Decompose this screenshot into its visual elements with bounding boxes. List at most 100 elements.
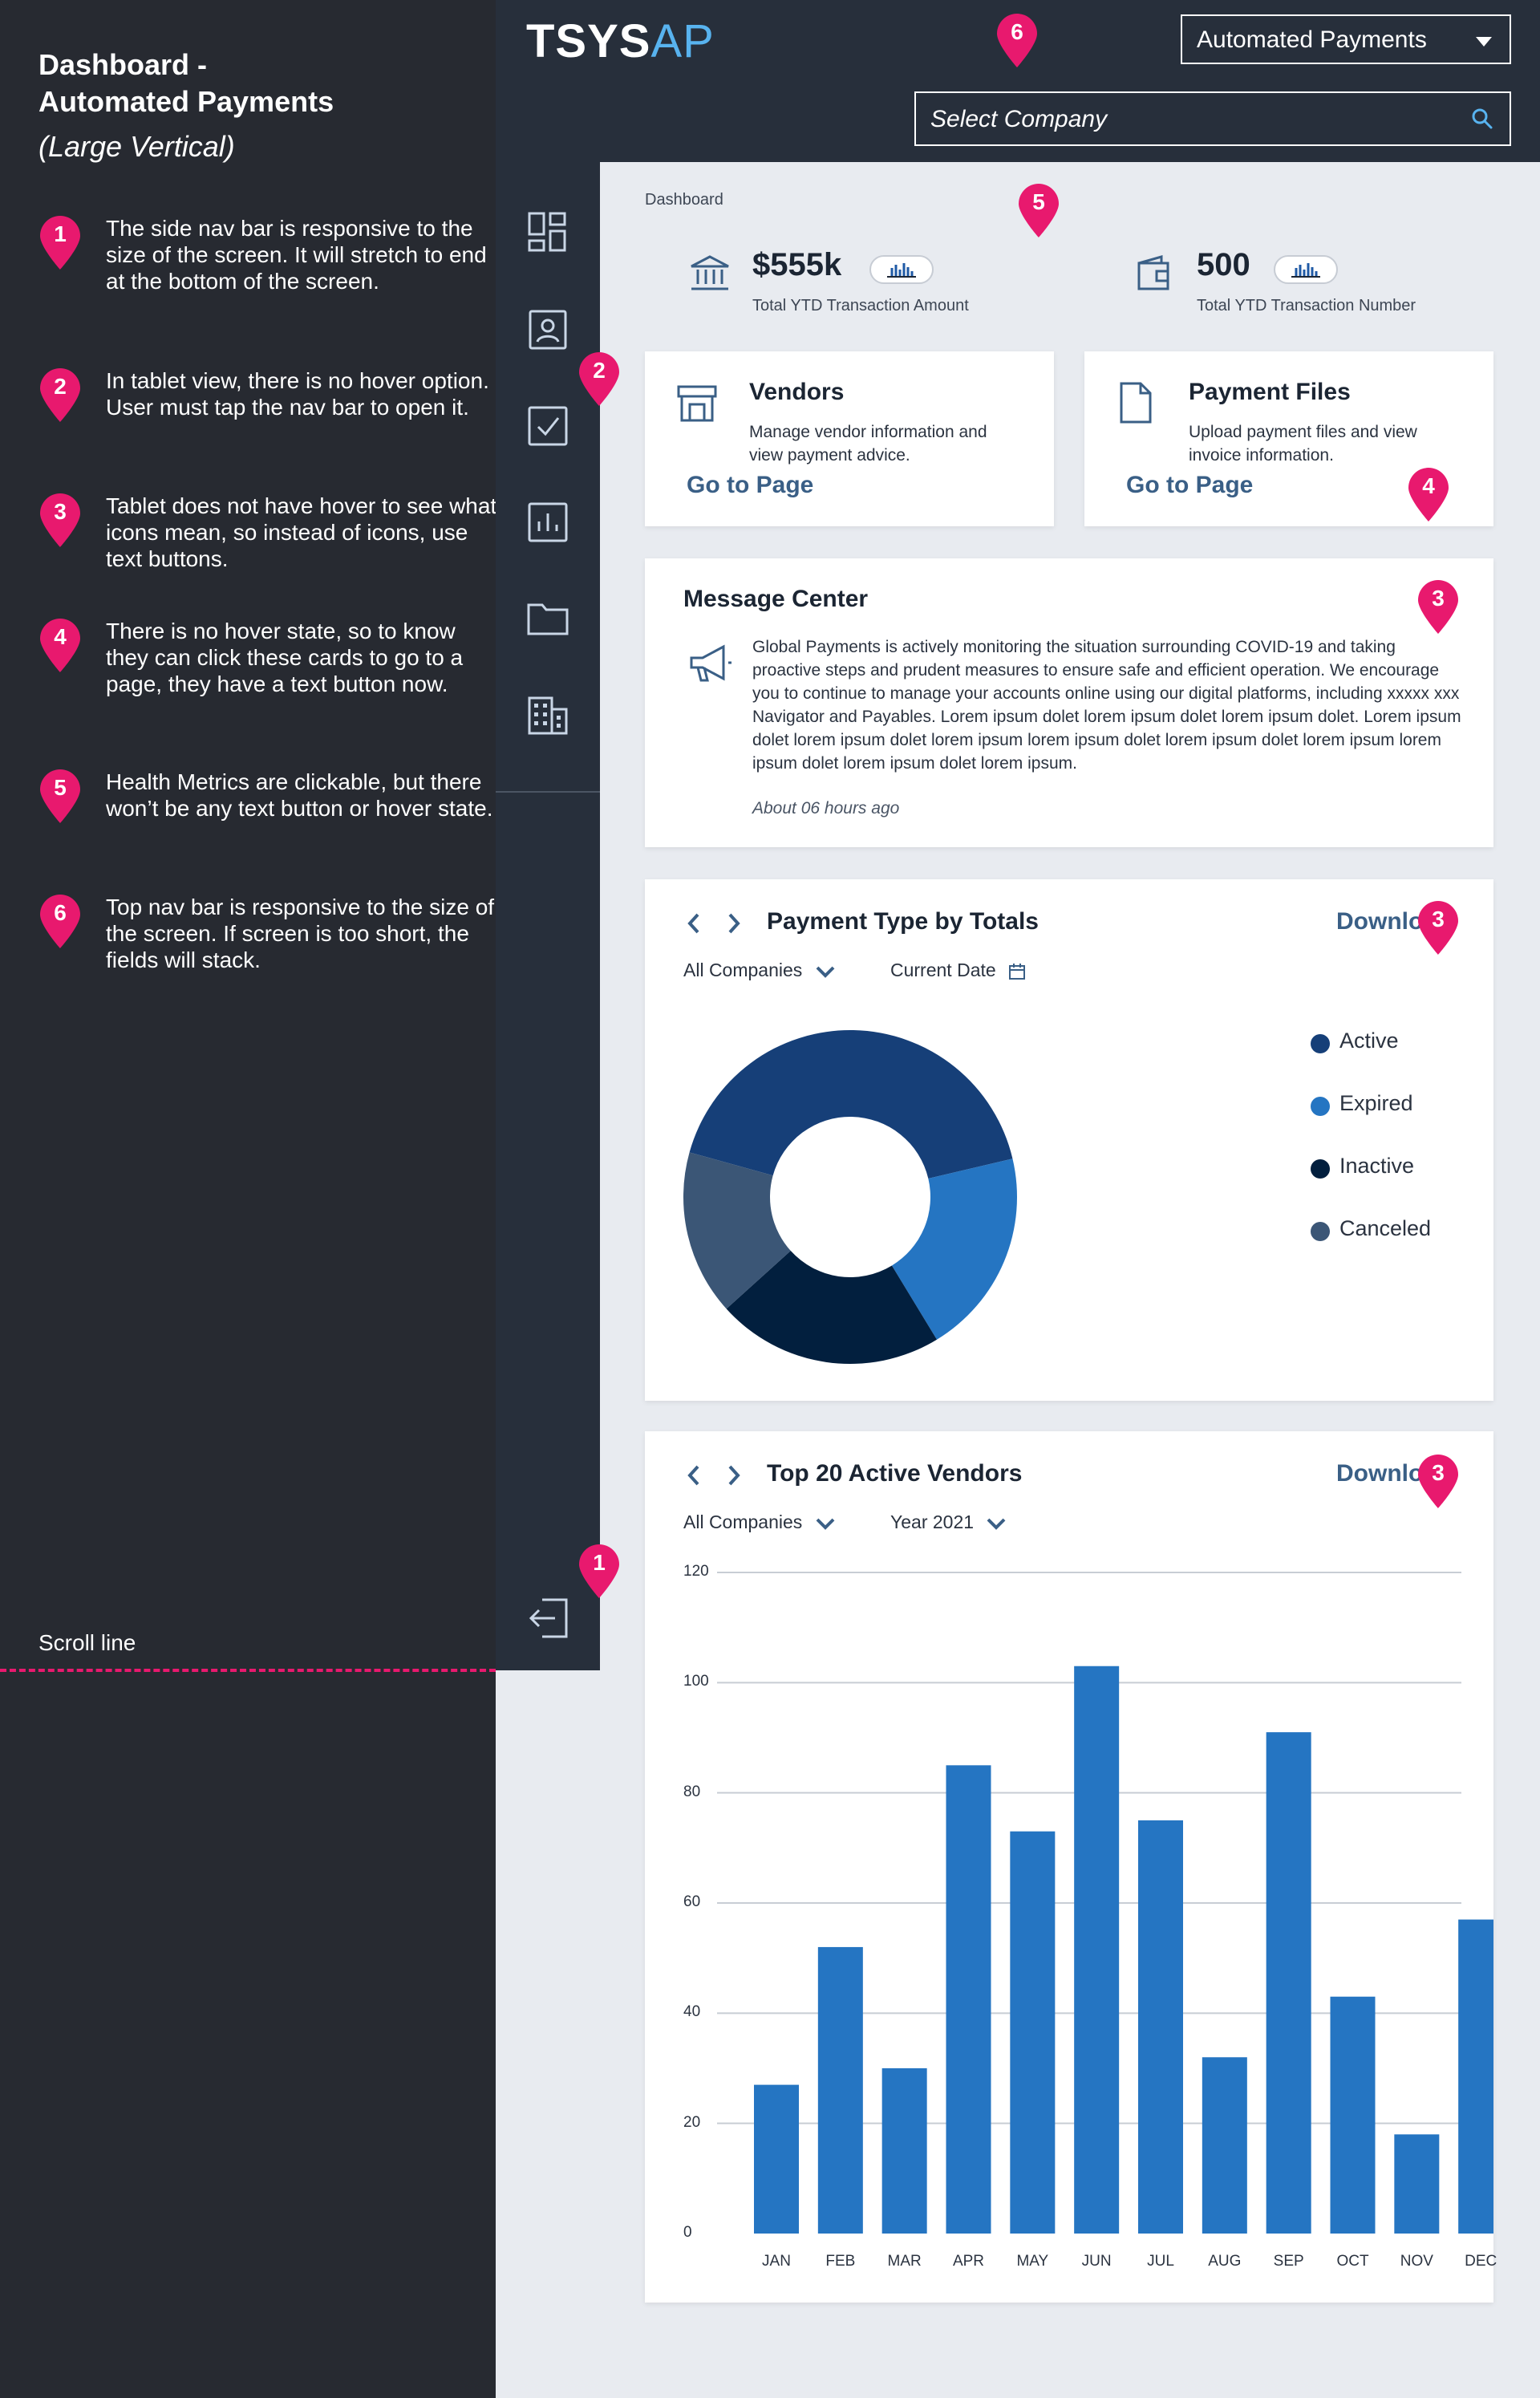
x-tick-label: DEC bbox=[1465, 2253, 1497, 2270]
donut-slice-active[interactable] bbox=[689, 1030, 1013, 1179]
pin-marker-icon: 3 bbox=[1416, 579, 1460, 635]
donut-slice-inactive[interactable] bbox=[726, 1251, 938, 1364]
payment-type-donut-chart bbox=[683, 1030, 1017, 1364]
pin-marker-icon: 3 bbox=[1416, 1454, 1460, 1510]
message-timestamp: About 06 hours ago bbox=[752, 799, 900, 818]
payment-type-download-button[interactable]: Downlo bbox=[1336, 908, 1424, 935]
y-tick-label: 120 bbox=[683, 1563, 709, 1580]
bar-jul[interactable] bbox=[1138, 1820, 1183, 2234]
x-tick-label: APR bbox=[952, 2253, 985, 2270]
chevron-right-icon[interactable] bbox=[725, 1463, 743, 1487]
note-text: Tablet does not have hover to see what i… bbox=[106, 493, 497, 571]
note-text: There is no hover state, so to know they… bbox=[106, 619, 464, 696]
legend-swatch bbox=[1311, 1222, 1330, 1241]
note-text: Health Metrics are clickable, but there … bbox=[106, 769, 493, 821]
payment-files-go-to-page-button[interactable]: Go to Page bbox=[1126, 472, 1254, 498]
logo[interactable]: TSYSAP bbox=[526, 15, 715, 67]
legend-label: Expired bbox=[1339, 1091, 1413, 1115]
chevron-left-icon[interactable] bbox=[685, 1463, 703, 1487]
bar-nov[interactable] bbox=[1394, 2134, 1440, 2234]
y-tick-label: 80 bbox=[683, 1783, 701, 1800]
bar-apr[interactable] bbox=[946, 1765, 991, 2234]
logout-icon[interactable] bbox=[526, 1597, 569, 1640]
side-nav-bar bbox=[496, 162, 600, 1670]
top-vendors-download-button[interactable]: Downlo bbox=[1336, 1460, 1424, 1487]
note-text: In tablet view, there is no hover option… bbox=[106, 368, 489, 420]
y-tick-label: 100 bbox=[683, 1673, 709, 1690]
y-tick-label: 0 bbox=[683, 2224, 692, 2241]
top-vendors-title: Top 20 Active Vendors bbox=[767, 1460, 1023, 1487]
bar-jan[interactable] bbox=[754, 2084, 799, 2234]
company-filter[interactable]: All Companies bbox=[683, 960, 837, 981]
chevron-left-icon[interactable] bbox=[685, 911, 703, 935]
company-filter[interactable]: All Companies bbox=[683, 1511, 837, 1533]
y-tick-label: 40 bbox=[683, 2003, 701, 2021]
top-vendors-bar-chart: 0 20 40 60 80 100 120 JAN FEB MAR APR MAY JUN JUL AUG S… bbox=[645, 1431, 1497, 2303]
x-tick-label: SEP bbox=[1273, 2253, 1304, 2270]
bar-aug[interactable] bbox=[1202, 2057, 1247, 2234]
checkbox-icon[interactable] bbox=[526, 404, 569, 448]
breadcrumb[interactable]: Dashboard bbox=[645, 191, 723, 209]
calendar-icon bbox=[1009, 963, 1026, 980]
bar-feb[interactable] bbox=[817, 1946, 863, 2234]
dashboard-icon[interactable] bbox=[526, 210, 569, 254]
bank-icon bbox=[691, 255, 729, 290]
building-icon[interactable] bbox=[526, 693, 569, 736]
search-icon[interactable] bbox=[1471, 108, 1493, 130]
donut-slice-expired[interactable] bbox=[891, 1158, 1017, 1340]
bar-dec[interactable] bbox=[1458, 1919, 1493, 2234]
x-tick-label: FEB bbox=[825, 2253, 856, 2270]
bar-jun[interactable] bbox=[1074, 1666, 1120, 2234]
card-title: Vendors bbox=[749, 379, 845, 405]
bar-mar[interactable] bbox=[881, 2068, 927, 2234]
app-dropdown[interactable]: Automated Payments bbox=[1181, 14, 1511, 64]
x-tick-label: MAR bbox=[887, 2253, 922, 2270]
pin-marker-icon: 4 bbox=[38, 618, 82, 674]
file-icon bbox=[1120, 382, 1152, 424]
message-body: Global Payments is actively monitoring t… bbox=[752, 638, 1461, 773]
legend-swatch bbox=[1311, 1097, 1330, 1116]
bar-sep[interactable] bbox=[1266, 1732, 1311, 2234]
chevron-down-icon bbox=[816, 1518, 835, 1530]
pin-marker-icon: 6 bbox=[38, 894, 82, 950]
payment-type-legend: Active Expired Inactive Canceled bbox=[1311, 1029, 1471, 1269]
message-center-card: Message Center Global Payments is active… bbox=[645, 558, 1493, 847]
contacts-icon[interactable] bbox=[526, 308, 569, 351]
metric-label: Total YTD Transaction Number bbox=[1197, 297, 1416, 314]
vendors-card[interactable]: Vendors Manage vendor information and vi… bbox=[645, 351, 1054, 526]
pin-marker-icon: 3 bbox=[38, 493, 82, 549]
pin-marker-icon: 2 bbox=[578, 351, 621, 408]
chevron-right-icon[interactable] bbox=[725, 911, 743, 935]
main-content: Dashboard $555k Total YTD Transaction Am… bbox=[579, 162, 1540, 2398]
reports-icon[interactable] bbox=[526, 501, 569, 544]
scroll-line-label: Scroll line bbox=[38, 1630, 136, 1655]
pin-marker-icon: 2 bbox=[38, 367, 82, 424]
bar-may[interactable] bbox=[1010, 1831, 1056, 2234]
bar-oct[interactable] bbox=[1330, 1996, 1376, 2234]
payment-type-title: Payment Type by Totals bbox=[767, 908, 1039, 935]
metric-value: $555k bbox=[752, 247, 842, 282]
date-filter[interactable]: Current Date bbox=[890, 960, 1027, 981]
card-description: Manage vendor information and view payme… bbox=[749, 423, 987, 465]
folder-icon[interactable] bbox=[526, 597, 569, 640]
caret-down-icon bbox=[1476, 37, 1492, 47]
vendors-go-to-page-button[interactable]: Go to Page bbox=[687, 472, 814, 498]
x-tick-label: OCT bbox=[1336, 2253, 1369, 2270]
chart-badge-icon bbox=[1274, 255, 1338, 284]
card-description: Upload payment files and view invoice in… bbox=[1189, 423, 1417, 465]
year-filter[interactable]: Year 2021 bbox=[890, 1511, 1007, 1533]
bar-chart-plot bbox=[717, 1572, 1493, 2234]
pin-marker-icon: 1 bbox=[578, 1544, 621, 1600]
pin-marker-icon: 6 bbox=[995, 13, 1039, 69]
company-search-input[interactable] bbox=[916, 93, 1461, 146]
x-tick-label: MAY bbox=[1016, 2253, 1049, 2270]
metric-value: 500 bbox=[1197, 247, 1250, 282]
company-search bbox=[914, 91, 1511, 146]
x-tick-label: NOV bbox=[1400, 2253, 1433, 2270]
donut-slice-canceled[interactable] bbox=[683, 1152, 791, 1309]
legend-label: Canceled bbox=[1339, 1216, 1432, 1240]
wallet-icon bbox=[1137, 255, 1169, 290]
pin-marker-icon: 3 bbox=[1416, 900, 1460, 956]
pin-marker-icon: 5 bbox=[38, 769, 82, 825]
nav-divider bbox=[496, 791, 600, 793]
